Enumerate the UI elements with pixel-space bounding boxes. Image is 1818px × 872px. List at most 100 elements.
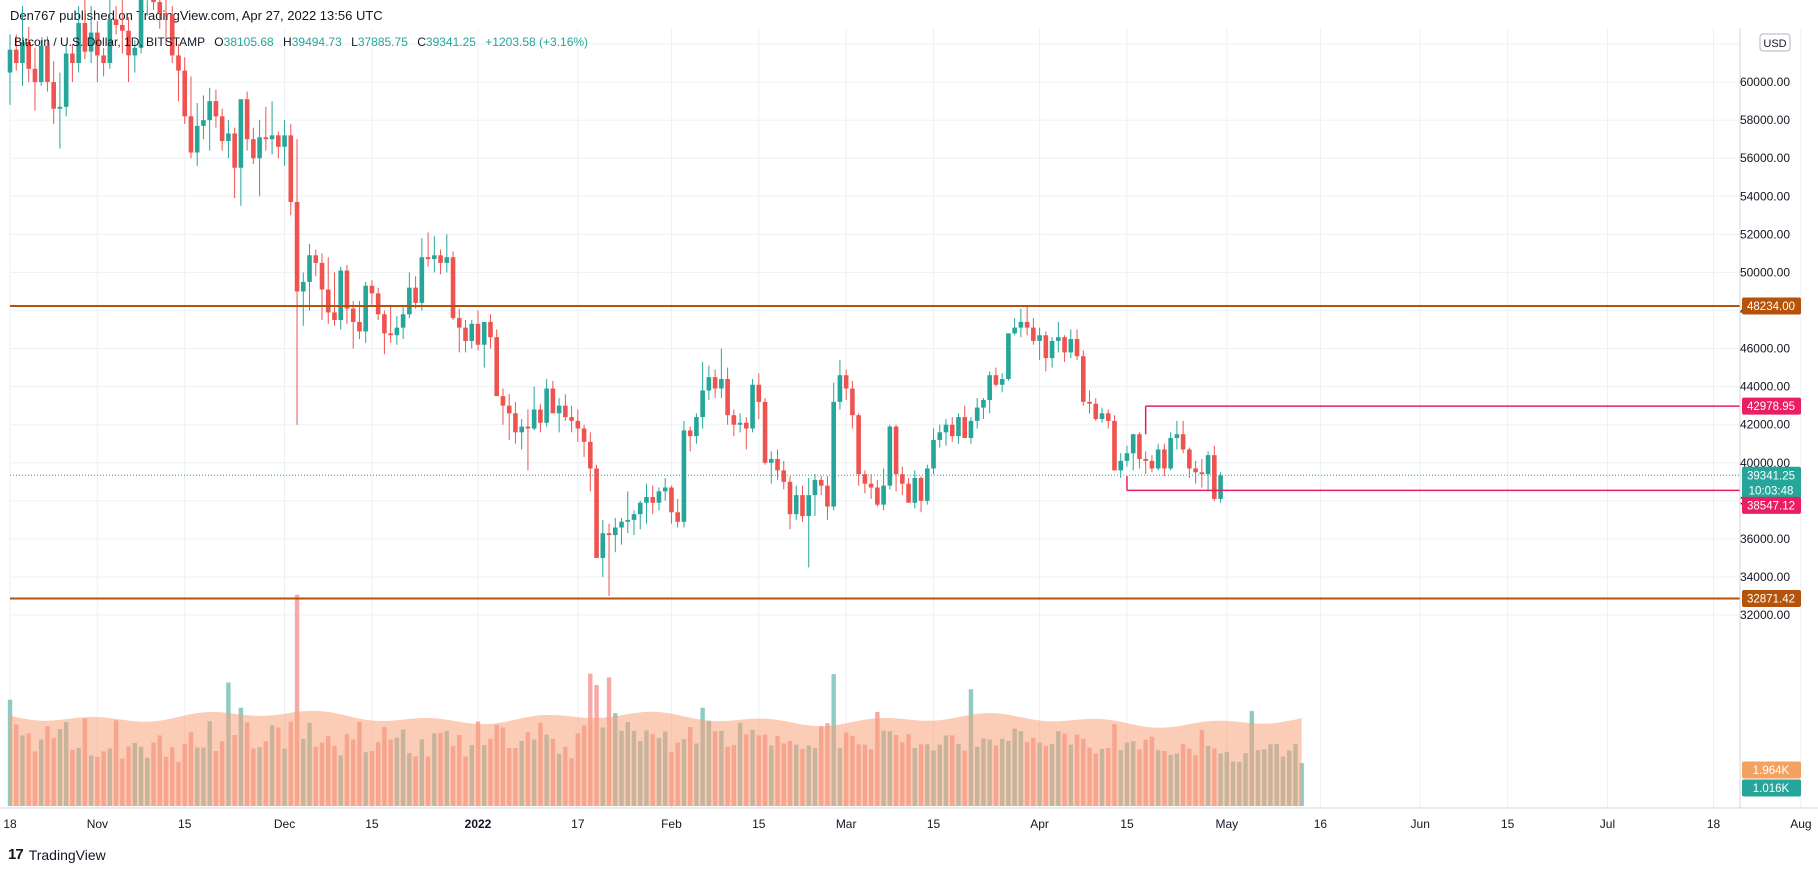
time-axis-label: Dec (274, 817, 295, 831)
price-axis-label: 60000.00 (1740, 75, 1790, 89)
candle-body (1068, 339, 1074, 353)
candle-body (631, 514, 637, 520)
price-axis-label: 32000.00 (1740, 608, 1790, 622)
price-axis-label: 42000.00 (1740, 418, 1790, 432)
candle-body (400, 314, 406, 328)
candle-body (20, 42, 25, 64)
price-label-support: 32871.42 (1747, 593, 1795, 605)
candle-body (169, 15, 175, 56)
candle-body (999, 379, 1005, 385)
price-label-countdown-bg (1742, 481, 1801, 499)
candle-body (1137, 434, 1142, 459)
candle-body (188, 116, 194, 153)
legend-open-label: O (214, 35, 223, 49)
candle-body (756, 384, 762, 402)
candle-body (712, 377, 718, 389)
legend-symbol: Bitcoin / U.S. Dollar, 1D, BITSTAMP (14, 35, 205, 49)
candle-body (407, 287, 412, 315)
candle-body (294, 201, 300, 292)
candle-body (968, 420, 974, 439)
candle-body (57, 106, 63, 109)
candle-body (1143, 458, 1148, 461)
candle-body (1180, 434, 1186, 450)
candle-body (893, 426, 899, 475)
time-axis-label: Mar (836, 817, 857, 831)
candle-body (531, 409, 537, 429)
price-axis-label: 50000.00 (1740, 265, 1790, 279)
candle-body (681, 430, 687, 522)
time-axis-label: 17 (571, 817, 585, 831)
candle-body (1149, 460, 1155, 469)
candle-body (812, 479, 818, 496)
candle-body (319, 262, 325, 290)
candle-body (1043, 335, 1049, 359)
price-axis-label: 44000.00 (1740, 380, 1790, 394)
candle-body (456, 318, 462, 328)
candle-body (924, 468, 930, 501)
price-label-resistance-bg (1742, 297, 1801, 315)
candle-body (382, 314, 387, 334)
candle-body (625, 519, 631, 522)
time-axis-label: Feb (661, 817, 682, 831)
candle-body (619, 521, 624, 528)
publish-header: Den767 published on TradingView.com, Apr… (10, 8, 383, 23)
candle-body (856, 415, 861, 475)
candle-body (375, 293, 381, 315)
price-label-layer: 48234.00 42978.95 39341.25 10:03:48 38547.12… (1742, 297, 1801, 797)
candle-body (1031, 327, 1036, 341)
currency-badge[interactable] (1759, 33, 1791, 52)
legend-close-label: C (417, 35, 426, 49)
legend-close: 39341.25 (426, 35, 476, 49)
candle-body (556, 405, 562, 414)
candle-body (307, 255, 312, 282)
volume-bar (294, 594, 300, 806)
time-axis[interactable]: 18 Nov 15 Dec 15 2022 17 Feb 15 Mar 15 Apr 15 May 16 Ju… (3, 817, 1811, 831)
candle-body (694, 417, 699, 437)
candle-body (444, 257, 450, 263)
candle-layer (7, 0, 1223, 597)
price-axis-label: 52000.00 (1740, 227, 1790, 241)
candle-body (737, 422, 743, 425)
candle-body (1199, 472, 1205, 475)
legend-change: +1203.58 (+3.16%) (485, 35, 588, 49)
candle-body (1012, 327, 1017, 334)
candle-body (1187, 449, 1192, 469)
time-axis-label: 15 (927, 817, 941, 831)
candle-body (906, 483, 911, 503)
price-axis[interactable]: 32000.0034000.0036000.0038000.0040000.00… (1740, 37, 1790, 622)
price-label-box-top: 42978.95 (1747, 401, 1795, 413)
tradingview-footer[interactable]: 17 TradingView (8, 846, 106, 863)
time-axis-label: Aug (1790, 817, 1811, 831)
candle-body (207, 101, 212, 121)
price-axis-label: 40000.00 (1740, 456, 1790, 470)
candle-body (687, 430, 693, 437)
candle-body (138, 0, 144, 48)
candle-body (194, 125, 200, 153)
candle-body (494, 337, 500, 397)
candle-body (226, 133, 231, 142)
candle-body (1037, 335, 1042, 341)
time-axis-label: May (1215, 817, 1238, 831)
candle-body (276, 135, 281, 147)
time-axis-label: 2022 (465, 817, 492, 831)
candle-body (213, 101, 219, 117)
price-label-box-top-bg (1742, 397, 1801, 415)
candle-body (843, 375, 849, 389)
price-label-last: 39341.25 (1747, 470, 1795, 482)
candle-body (469, 323, 475, 341)
candle-body (126, 30, 131, 56)
candle-body (344, 270, 350, 309)
candle-body (1062, 337, 1067, 353)
candle-body (363, 285, 368, 332)
price-label-volume-ma-bg (1742, 761, 1801, 779)
candle-body (1105, 413, 1111, 421)
candle-body (1212, 455, 1217, 499)
candle-body (1193, 468, 1198, 473)
symbol-legend[interactable]: Bitcoin / U.S. Dollar, 1D, BITSTAMP O381… (14, 35, 588, 49)
candle-body (1155, 449, 1161, 469)
price-axis-label: 34000.00 (1740, 570, 1790, 584)
candle-body (862, 474, 868, 484)
candle-body (1118, 460, 1124, 471)
candle-body (26, 42, 32, 69)
